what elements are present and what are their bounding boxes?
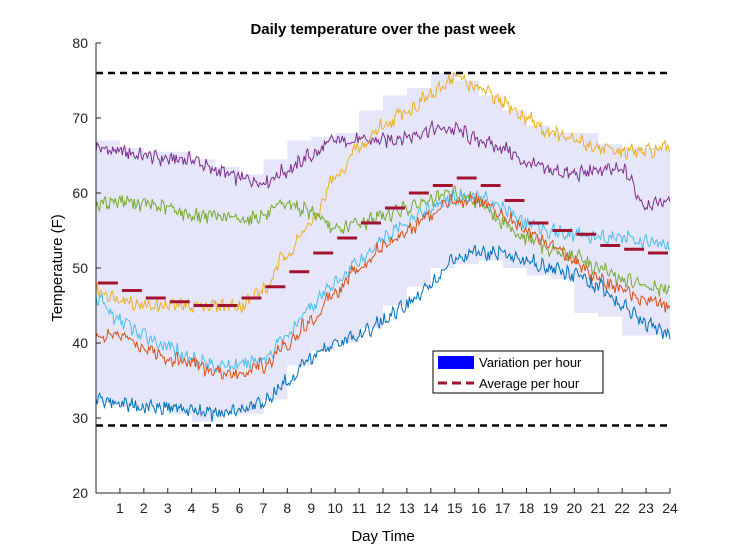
- variation-bar: [96, 140, 120, 403]
- legend-label-average: Average per hour: [479, 376, 580, 391]
- x-tick-label: 1: [116, 500, 124, 516]
- x-tick-label: 19: [543, 500, 559, 516]
- temperature-series-line: [95, 120, 671, 212]
- series-layer: [95, 72, 671, 422]
- variation-bar: [574, 133, 599, 313]
- variation-bar: [478, 95, 503, 261]
- legend: Variation per hour Average per hour: [432, 350, 604, 394]
- x-tick-label: 7: [260, 500, 268, 516]
- x-tick-label: 21: [590, 500, 606, 516]
- variation-bar: [406, 88, 431, 287]
- y-tick-label: 20: [72, 485, 88, 501]
- x-tick-label: 4: [188, 500, 196, 516]
- y-tick-label: 80: [72, 35, 88, 51]
- variation-bar: [119, 148, 144, 407]
- temperature-series-line: [95, 193, 671, 381]
- variation-bar: [598, 144, 623, 317]
- x-tick-label: 2: [140, 500, 148, 516]
- x-tick-label: 24: [662, 500, 678, 516]
- x-tick-label: 15: [447, 500, 463, 516]
- x-tick-label: 23: [638, 500, 654, 516]
- variation-bar: [359, 110, 383, 328]
- x-tick-label: 9: [307, 500, 315, 516]
- variation-bar: [383, 95, 407, 306]
- y-tick-label: 70: [72, 110, 88, 126]
- x-tick-label: 13: [399, 500, 415, 516]
- variation-bar: [239, 174, 264, 415]
- x-tick-label: 16: [471, 500, 487, 516]
- y-tick-label: 40: [72, 335, 88, 351]
- variation-bar: [191, 159, 216, 422]
- chart-title: Daily temperature over the past week: [250, 21, 516, 38]
- x-axis-label: Day Time: [351, 528, 414, 545]
- temperature-series-line: [95, 72, 671, 315]
- y-tick-label: 60: [72, 185, 88, 201]
- x-tick-label: 22: [614, 500, 630, 516]
- variation-bar: [143, 151, 168, 407]
- x-tick-label: 11: [352, 500, 367, 516]
- x-tick-label: 10: [327, 500, 343, 516]
- variation-bar: [526, 125, 551, 276]
- average-layer: [98, 176, 668, 307]
- legend-label-variation: Variation per hour: [479, 355, 582, 370]
- x-tick-label: 3: [164, 500, 172, 516]
- temperature-series-line: [95, 244, 671, 422]
- y-tick-label: 30: [72, 410, 88, 426]
- x-tick-label: 8: [283, 500, 291, 516]
- variation-bar: [215, 166, 240, 415]
- variation-bar: [167, 151, 192, 415]
- y-tick-label: 50: [72, 260, 88, 276]
- variation-bar: [287, 140, 312, 366]
- x-tick-label: 12: [375, 500, 391, 516]
- variation-bar: [646, 148, 670, 336]
- x-tick-label: 6: [236, 500, 244, 516]
- variation-bar: [430, 73, 455, 268]
- x-tick-label: 18: [519, 500, 535, 516]
- variation-bar: [502, 110, 527, 268]
- x-tick-label: 14: [423, 500, 439, 516]
- x-tick-label: 17: [495, 500, 511, 516]
- variation-bar: [311, 136, 336, 351]
- legend-swatch-variation: [438, 356, 474, 369]
- x-tick-label: 5: [212, 500, 220, 516]
- variation-bar: [454, 80, 479, 265]
- y-axis-label: Temperature (F): [49, 214, 66, 322]
- x-tick-label: 20: [567, 500, 583, 516]
